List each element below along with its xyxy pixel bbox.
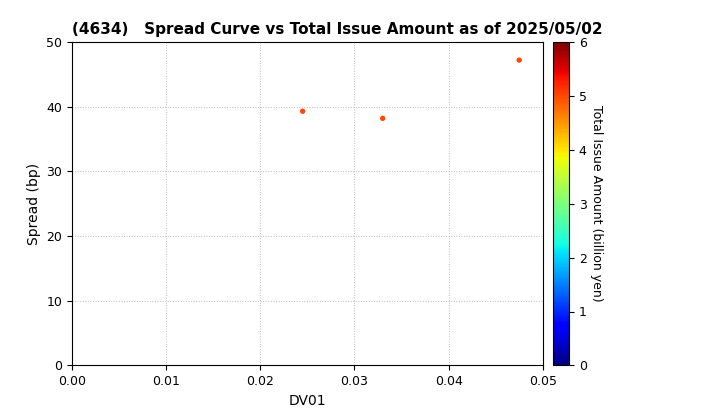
Point <box>513 57 525 63</box>
Point <box>377 115 389 122</box>
X-axis label: DV01: DV01 <box>289 394 326 408</box>
Y-axis label: Total Issue Amount (billion yen): Total Issue Amount (billion yen) <box>590 105 603 302</box>
Y-axis label: Spread (bp): Spread (bp) <box>27 163 41 245</box>
Point <box>297 108 308 115</box>
Text: (4634)   Spread Curve vs Total Issue Amount as of 2025/05/02: (4634) Spread Curve vs Total Issue Amoun… <box>72 22 603 37</box>
